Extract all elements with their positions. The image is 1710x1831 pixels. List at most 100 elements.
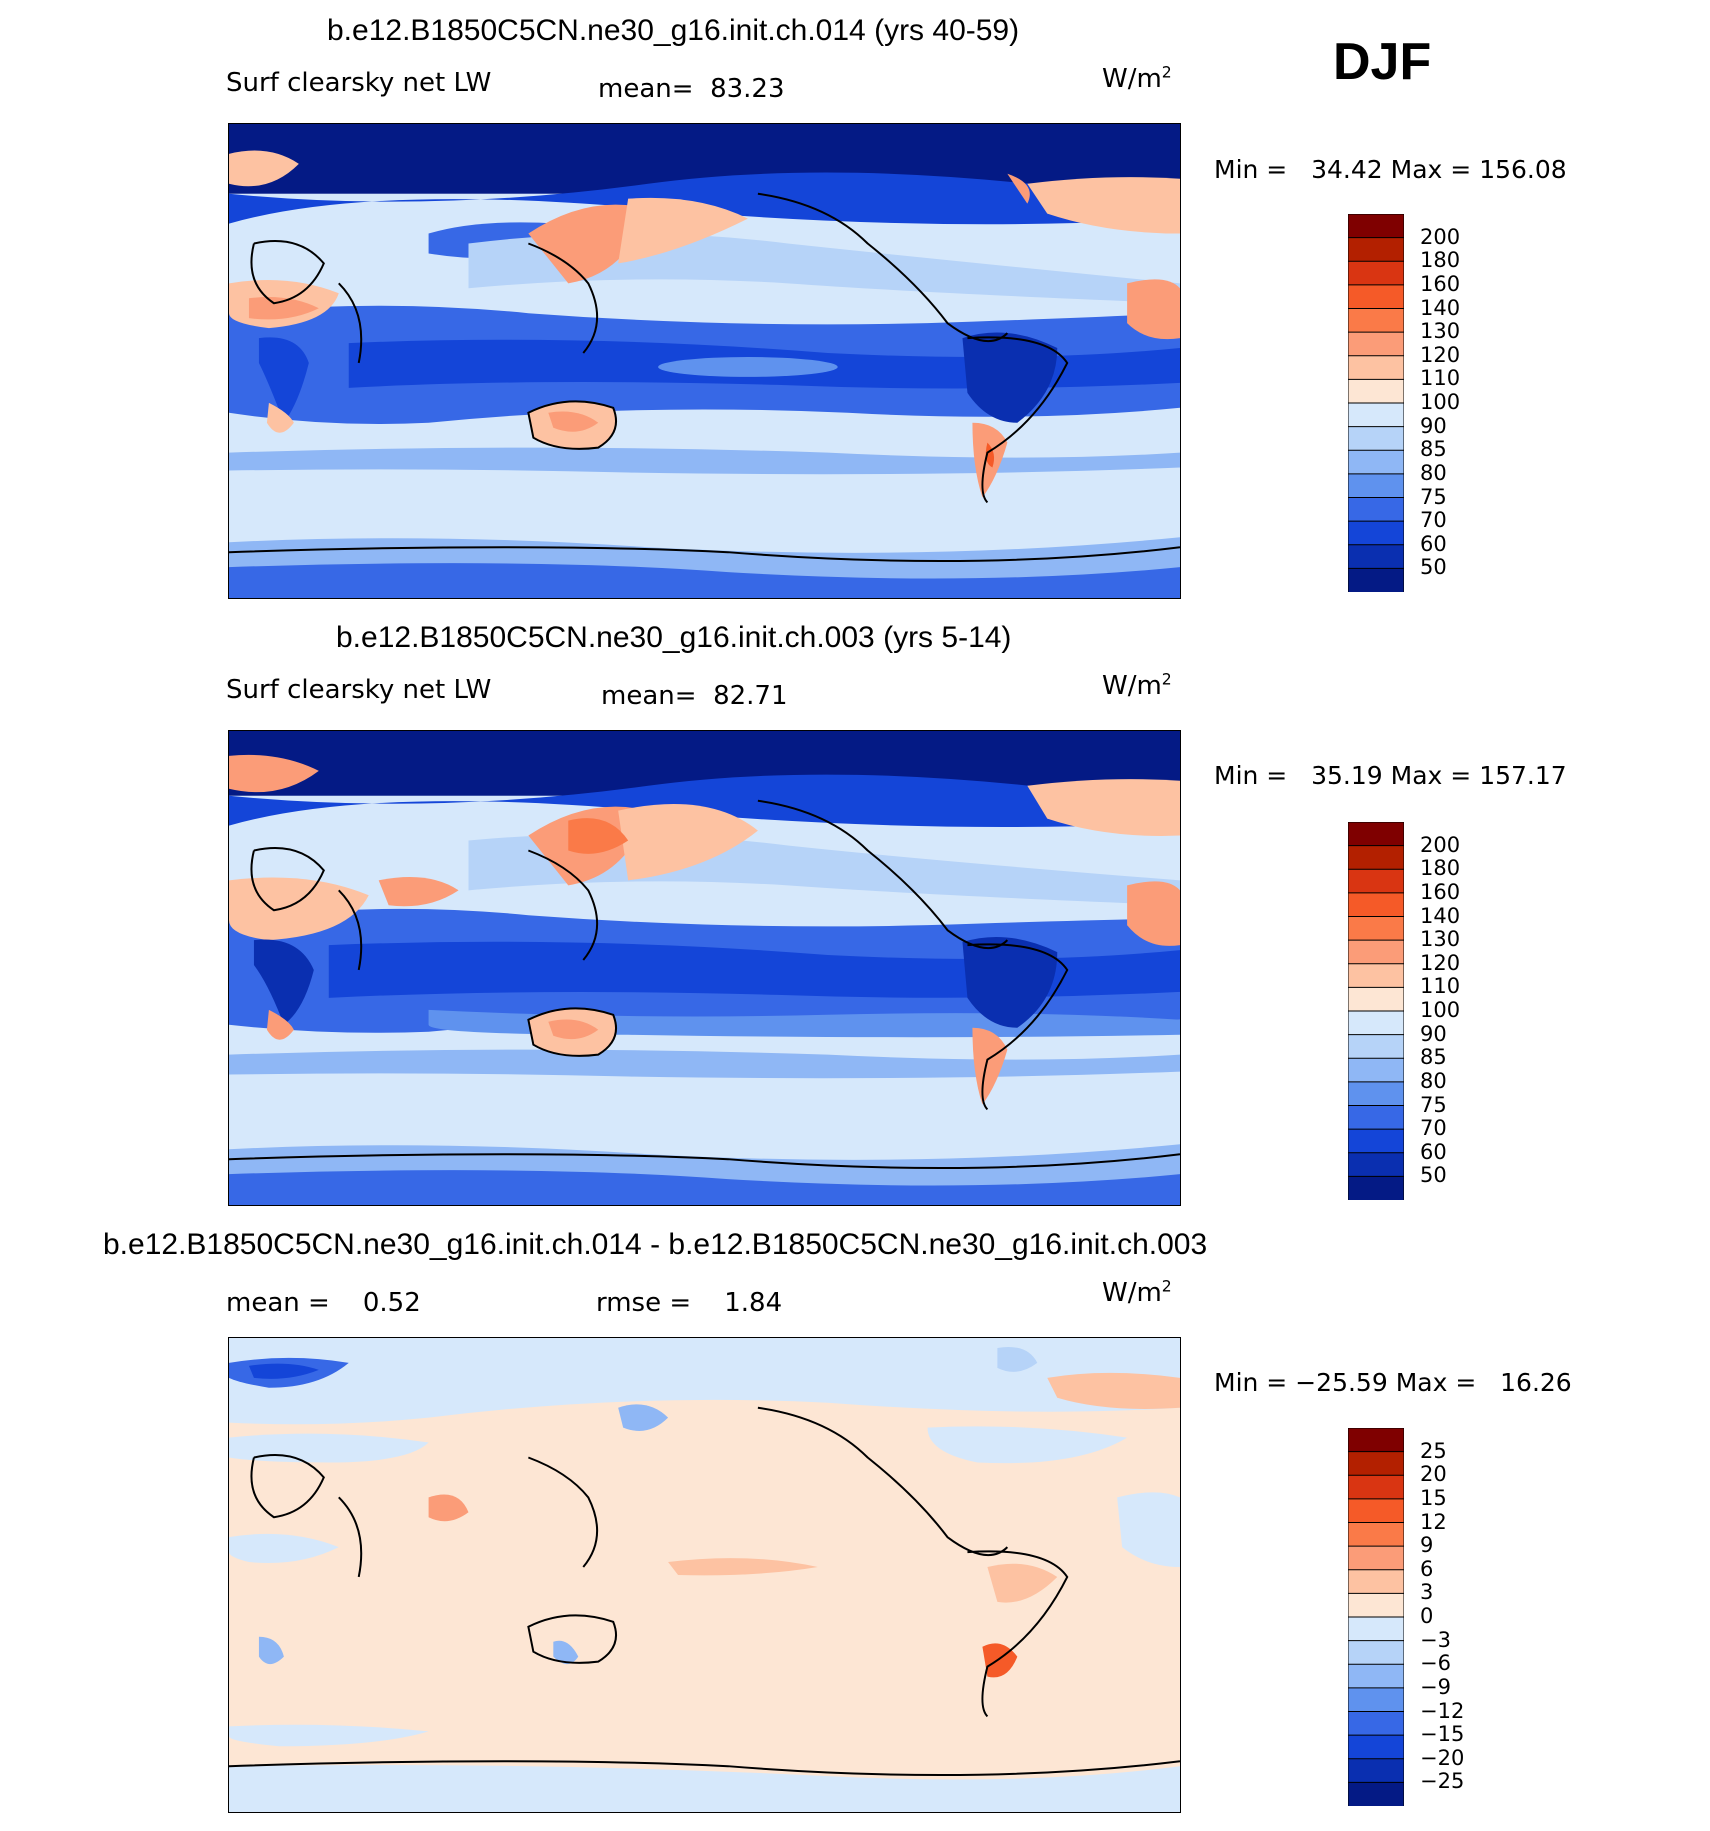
- panel-2-mean-value: 82.71: [713, 681, 788, 711]
- colorbar-level-label: 85: [1420, 1045, 1447, 1070]
- colorbar-level-label: 100: [1420, 998, 1461, 1022]
- colorbar-level-label: 130: [1420, 927, 1461, 952]
- colorbar-level-label: 70: [1420, 1116, 1447, 1141]
- colorbar-swatch: [1348, 1522, 1404, 1548]
- colorbar-level-label: 75: [1420, 484, 1447, 509]
- panel-3-rmse-value: 1.84: [724, 1288, 783, 1318]
- panel-3-units: W/m2: [1102, 1278, 1172, 1308]
- panel-3-min-value: −25.59: [1295, 1368, 1388, 1397]
- colorbar-level-label: −6: [1420, 1651, 1451, 1676]
- panel-2-colorbar: [1348, 822, 1404, 1200]
- colorbar-swatch: [1348, 449, 1404, 475]
- colorbar-swatch: [1348, 402, 1404, 428]
- units-exponent: 2: [1161, 63, 1172, 82]
- colorbar-swatch: [1348, 331, 1404, 357]
- colorbar-level-label: 50: [1420, 555, 1447, 580]
- colorbar-swatch: [1348, 1569, 1404, 1595]
- panel-3-mean: mean = 0.52: [226, 1288, 421, 1318]
- colorbar-level-label: 90: [1420, 413, 1447, 438]
- colorbar-swatch: [1348, 1734, 1404, 1760]
- colorbar-swatch: [1348, 1152, 1404, 1178]
- panel-1-mean-value: 83.23: [710, 74, 785, 104]
- panel-2-variable: Surf clearsky net LW: [226, 675, 492, 705]
- panel-1-units: W/m2: [1102, 64, 1172, 94]
- panel-1-variable: Surf clearsky net LW: [226, 68, 492, 98]
- colorbar-level-label: 180: [1420, 248, 1461, 273]
- panel-2-max-value: 157.17: [1479, 761, 1567, 790]
- panel-2-units: W/m2: [1102, 671, 1172, 701]
- panel-3-map: [228, 1337, 1181, 1813]
- panel-3-colorbar-swatches: [1348, 1428, 1404, 1806]
- colorbar-swatch: [1348, 1128, 1404, 1154]
- colorbar-swatch: [1348, 1175, 1404, 1200]
- panel-1-min-label: Min =: [1214, 155, 1288, 184]
- colorbar-level-label: −9: [1420, 1674, 1451, 1699]
- colorbar-swatch: [1348, 214, 1404, 239]
- panel-1-minmax: Min = 34.42 Max = 156.08: [1214, 155, 1567, 184]
- colorbar-swatch: [1348, 1428, 1404, 1453]
- colorbar-level-label: 140: [1420, 903, 1461, 928]
- colorbar-swatch: [1348, 1105, 1404, 1131]
- colorbar-level-label: 85: [1420, 437, 1447, 462]
- colorbar-swatch: [1348, 1758, 1404, 1784]
- colorbar-level-label: 160: [1420, 271, 1461, 296]
- colorbar-swatch: [1348, 520, 1404, 546]
- panel-1-mean-label: mean=: [598, 74, 694, 104]
- colorbar-level-label: 3: [1420, 1580, 1434, 1605]
- panel-1-max-label: Max =: [1390, 155, 1472, 184]
- colorbar-level-label: 120: [1420, 950, 1461, 975]
- colorbar-swatch: [1348, 1010, 1404, 1036]
- colorbar-level-label: −3: [1420, 1627, 1451, 1652]
- panel-3-mean-value: 0.52: [362, 1288, 421, 1318]
- colorbar-swatch: [1348, 1663, 1404, 1689]
- panel-1-max-value: 156.08: [1479, 155, 1567, 184]
- panel-3-rmse: rmse = 1.84: [596, 1288, 782, 1318]
- colorbar-level-label: 6: [1420, 1556, 1434, 1581]
- panel-2-colorbar-swatches: [1348, 822, 1404, 1200]
- colorbar-level-label: 25: [1420, 1438, 1447, 1463]
- panel-1-colorbar: [1348, 214, 1404, 592]
- units-text: W/m: [1102, 1278, 1162, 1308]
- panel-3-colorbar: [1348, 1428, 1404, 1806]
- colorbar-swatch: [1348, 1545, 1404, 1571]
- units-text: W/m: [1102, 671, 1162, 701]
- colorbar-level-label: −12: [1420, 1698, 1465, 1723]
- colorbar-level-label: 70: [1420, 508, 1447, 533]
- colorbar-swatch: [1348, 963, 1404, 989]
- panel-1-min-value: 34.42: [1311, 155, 1383, 184]
- units-text: W/m: [1102, 64, 1162, 94]
- colorbar-swatch: [1348, 892, 1404, 918]
- colorbar-level-label: 90: [1420, 1021, 1447, 1046]
- colorbar-swatch: [1348, 1616, 1404, 1642]
- colorbar-swatch: [1348, 939, 1404, 965]
- colorbar-level-label: 20: [1420, 1462, 1447, 1487]
- panel-2-title: b.e12.B1850C5CN.ne30_g16.init.ch.003 (yr…: [336, 621, 1012, 654]
- colorbar-level-label: 110: [1420, 974, 1461, 999]
- colorbar-level-label: 160: [1420, 879, 1461, 904]
- colorbar-swatch: [1348, 567, 1404, 592]
- colorbar-swatch: [1348, 378, 1404, 405]
- panel-2-minmax: Min = 35.19 Max = 157.17: [1214, 761, 1567, 790]
- colorbar-swatch: [1348, 868, 1404, 894]
- colorbar-level-label: −25: [1420, 1769, 1465, 1794]
- colorbar-swatch: [1348, 544, 1404, 570]
- colorbar-level-label: 200: [1420, 224, 1461, 249]
- panel-2-mean-label: mean=: [601, 681, 697, 711]
- panel-1-map: [228, 123, 1181, 599]
- panel-2-min-label: Min =: [1214, 761, 1288, 790]
- colorbar-swatch: [1348, 308, 1404, 334]
- season-label: DJF: [1333, 33, 1432, 91]
- colorbar-swatch: [1348, 260, 1404, 286]
- colorbar-swatch: [1348, 1451, 1404, 1477]
- colorbar-swatch: [1348, 986, 1404, 1013]
- panel-1-colorbar-swatches: [1348, 214, 1404, 592]
- colorbar-swatch: [1348, 473, 1404, 499]
- panel-2-min-value: 35.19: [1311, 761, 1383, 790]
- colorbar-swatch: [1348, 1687, 1404, 1713]
- colorbar-swatch: [1348, 1711, 1404, 1737]
- colorbar-level-label: 0: [1420, 1604, 1434, 1628]
- colorbar-swatch: [1348, 1781, 1404, 1806]
- panel-3-max-label: Max =: [1395, 1368, 1477, 1397]
- colorbar-level-label: 120: [1420, 342, 1461, 367]
- colorbar-level-label: 100: [1420, 390, 1461, 414]
